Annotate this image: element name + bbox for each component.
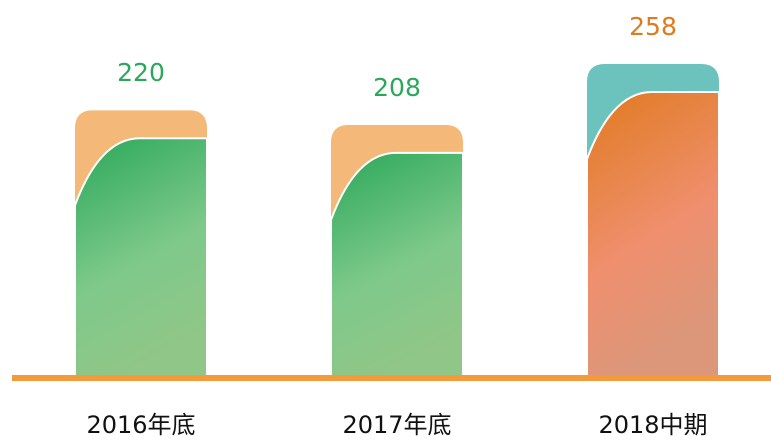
x-tick-label: 2018中期 [598, 411, 707, 439]
bar-body [587, 91, 719, 378]
value-label: 220 [117, 58, 165, 87]
bar-body [75, 137, 207, 379]
x-tick-label: 2017年底 [342, 411, 451, 439]
bar-group [75, 110, 207, 379]
bar-group [587, 64, 719, 378]
value-label: 258 [629, 12, 677, 41]
x-tick-label: 2016年底 [86, 411, 195, 439]
bar-group [331, 124, 463, 378]
bar-body [331, 151, 463, 378]
value-label: 208 [373, 73, 421, 102]
